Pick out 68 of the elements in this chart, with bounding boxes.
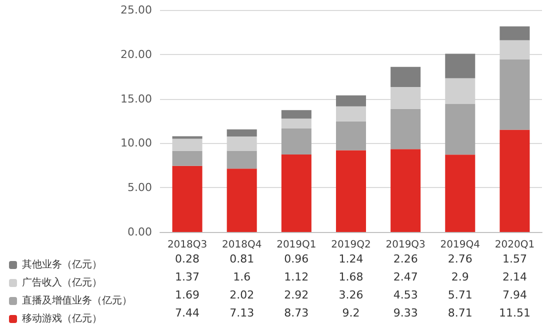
bar <box>226 168 257 232</box>
data-label: 2.02 <box>230 288 254 302</box>
data-label: 1.37 <box>175 270 200 284</box>
bar <box>445 54 476 78</box>
bar <box>226 150 257 169</box>
data-label: 1.6 <box>233 270 251 284</box>
bar <box>390 149 421 232</box>
bar <box>500 26 530 40</box>
data-label: 11.51 <box>498 306 530 320</box>
bar <box>281 110 312 119</box>
bar <box>390 66 421 87</box>
x-tick-label: 2020Q1 <box>494 240 535 250</box>
legend-label: 直播及增值业务（亿元） <box>22 294 132 306</box>
data-label: 0.28 <box>175 252 200 266</box>
bar <box>445 104 476 155</box>
bar <box>226 129 257 137</box>
bar <box>336 95 366 106</box>
bar <box>500 130 530 232</box>
legend-label: 移动游戏（亿元） <box>22 312 102 324</box>
bar <box>390 108 421 150</box>
data-label: 0.96 <box>284 252 309 266</box>
data-label: 7.13 <box>230 306 254 320</box>
data-label: 1.57 <box>502 252 527 266</box>
data-label: 2.76 <box>448 252 472 266</box>
data-label: 9.2 <box>342 306 360 320</box>
data-label: 7.44 <box>175 306 200 320</box>
data-label: 1.68 <box>338 270 364 284</box>
x-tick-label: 2019Q2 <box>331 240 371 250</box>
data-label: 8.73 <box>284 306 309 320</box>
x-tick-label: 2019Q1 <box>276 240 316 250</box>
data-label: 1.69 <box>175 288 200 302</box>
data-label: 7.94 <box>502 288 527 302</box>
y-tick-label: 10.00 <box>120 136 152 150</box>
legend-label: 广告收入（亿元） <box>22 276 102 288</box>
x-tick-label: 2019Q4 <box>440 240 480 250</box>
bar <box>445 154 476 232</box>
data-label: 3.26 <box>338 288 364 302</box>
y-tick-label: 0.00 <box>128 226 152 238</box>
bar <box>336 150 366 232</box>
bar <box>281 154 312 232</box>
bar <box>172 136 202 139</box>
bar <box>500 59 530 130</box>
data-label: 0.81 <box>230 252 254 266</box>
data-label: 1.24 <box>338 252 364 266</box>
bar <box>281 128 312 154</box>
bar <box>336 121 366 150</box>
data-label: 5.71 <box>448 288 472 302</box>
x-tick-label: 2019Q3 <box>386 240 426 250</box>
data-label: 2.47 <box>393 270 418 284</box>
data-label: 2.14 <box>502 270 527 284</box>
data-label: 1.12 <box>284 270 309 284</box>
y-tick-label: 25.00 <box>120 4 152 16</box>
bar <box>281 118 312 129</box>
x-tick-label: 2018Q3 <box>167 240 208 250</box>
data-label: 4.53 <box>393 288 418 302</box>
bar <box>336 106 366 122</box>
legend-label: 其他业务（亿元） <box>22 258 102 270</box>
y-tick-label: 15.00 <box>120 92 152 106</box>
bar <box>172 166 202 232</box>
data-label: 2.92 <box>284 288 309 302</box>
data-label: 9.33 <box>393 306 418 320</box>
y-tick-label: 5.00 <box>128 181 152 194</box>
x-tick-label: 2018Q4 <box>222 240 262 250</box>
bar <box>172 150 202 166</box>
data-label: 2.9 <box>451 270 469 284</box>
y-tick-label: 20.00 <box>120 48 152 61</box>
data-label: 2.26 <box>393 252 418 266</box>
data-label: 8.71 <box>448 306 472 320</box>
